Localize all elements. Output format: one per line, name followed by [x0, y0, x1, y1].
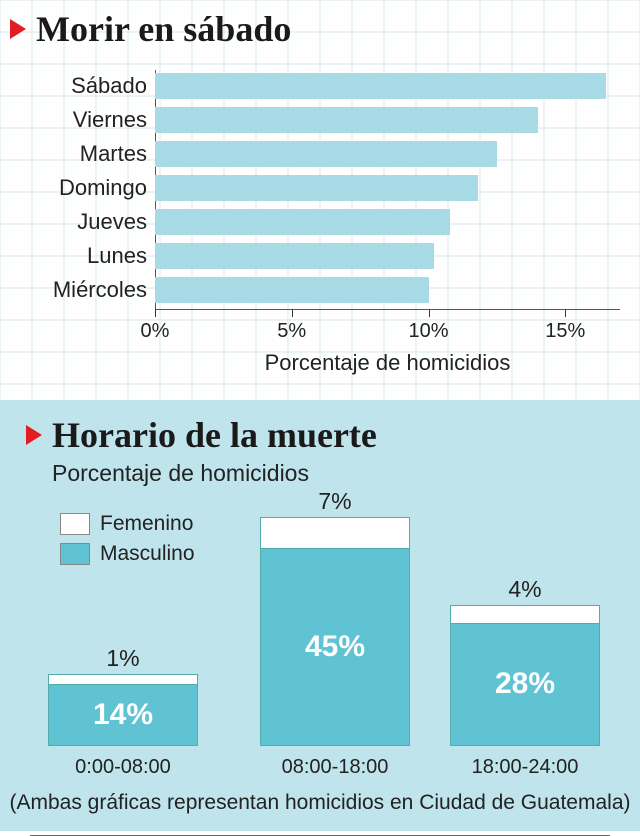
hbar-bar [155, 107, 538, 133]
bottom-title-row: Horario de la muerte [26, 414, 377, 456]
arrow-icon [10, 19, 26, 39]
stack-x-label: 08:00-18:00 [282, 756, 389, 779]
hbar-category-label: Sábado [0, 73, 155, 99]
panel-day-chart: Morir en sábado Porcentaje de homicidios… [0, 0, 640, 400]
stack-segment-fem [450, 605, 600, 623]
panel-time-chart: Horario de la muerte Porcentaje de homic… [0, 400, 640, 831]
hbar-bar [155, 209, 450, 235]
hbar-row: Martes [0, 140, 640, 168]
hbar-category-label: Martes [0, 141, 155, 167]
hbar-row: Domingo [0, 174, 640, 202]
stack-segment-masc: 28% [450, 623, 600, 746]
stack-segment-fem [48, 674, 198, 684]
horizontal-bar-chart: Porcentaje de homicidios SábadoViernesMa… [0, 64, 640, 364]
hbar-bar [155, 243, 434, 269]
stacked-bar-chart: 1%14%0:00-08:007%45%08:00-18:004%28%18:0… [0, 490, 640, 770]
bottom-subtitle: Porcentaje de homicidios [52, 460, 309, 487]
hbar-row: Lunes [0, 242, 640, 270]
stack-fem-label: 1% [106, 645, 139, 672]
stack-segment-masc: 14% [48, 684, 198, 746]
hbar-tick-label: 5% [277, 320, 306, 343]
stack-x-label: 0:00-08:00 [75, 756, 171, 779]
stacked-column: 1% 14% 0:00-08:00 [48, 645, 198, 779]
hbar-tick [155, 309, 156, 317]
stack-fem-label: 4% [508, 576, 541, 603]
hbar-tick-label: 15% [545, 320, 585, 343]
hbar-row: Sábado [0, 72, 640, 100]
hbar-category-label: Jueves [0, 209, 155, 235]
hbar-tick-label: 0% [141, 320, 170, 343]
hbar-tick [429, 309, 430, 317]
arrow-icon [26, 425, 42, 445]
footnote: (Ambas gráficas representan homicidios e… [0, 791, 640, 815]
hbar-bar [155, 73, 606, 99]
bottom-title: Horario de la muerte [52, 414, 377, 456]
hbar-x-label: Porcentaje de homicidios [155, 350, 620, 376]
top-title-row: Morir en sábado [10, 8, 291, 50]
hbar-category-label: Viernes [0, 107, 155, 133]
hbar-category-label: Miércoles [0, 277, 155, 303]
hbar-bar [155, 141, 497, 167]
hbar-tick [292, 309, 293, 317]
stack-segment-masc: 45% [260, 548, 410, 746]
hbar-bar [155, 277, 429, 303]
stacked-column: 4% 28% 18:00-24:00 [450, 576, 600, 779]
stack-segment-fem [260, 517, 410, 548]
hbar-bar [155, 175, 478, 201]
hbar-tick-label: 10% [409, 320, 449, 343]
hbar-x-axis [155, 309, 620, 310]
stacked-column: 7% 45% 08:00-18:00 [260, 488, 410, 779]
hbar-tick [565, 309, 566, 317]
hbar-row: Jueves [0, 208, 640, 236]
top-title: Morir en sábado [36, 8, 291, 50]
hbar-row: Miércoles [0, 276, 640, 304]
hbar-row: Viernes [0, 106, 640, 134]
stack-fem-label: 7% [318, 488, 351, 515]
hbar-category-label: Domingo [0, 175, 155, 201]
stack-x-label: 18:00-24:00 [472, 756, 579, 779]
hbar-category-label: Lunes [0, 243, 155, 269]
